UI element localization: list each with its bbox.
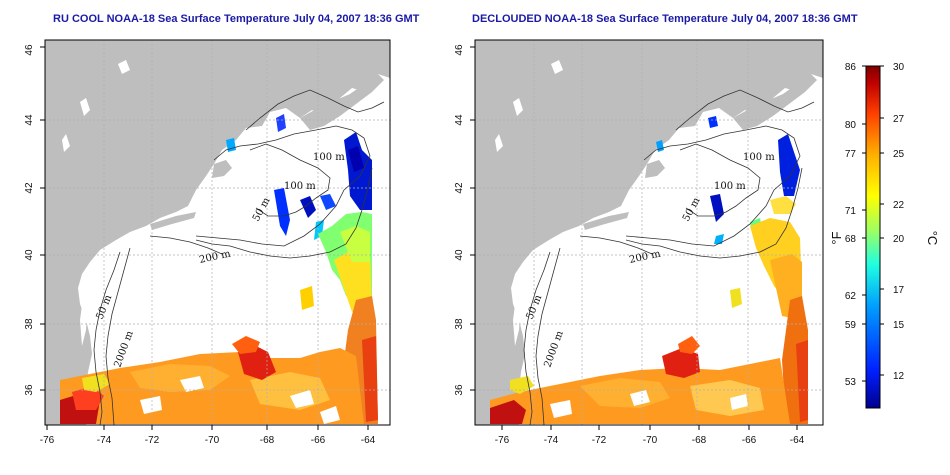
sst-map-declouded: DECLOUDED NOAA-18 Sea Surface Temperatur…: [454, 13, 858, 446]
land-long-island: [150, 212, 196, 230]
sst-patches: [60, 114, 378, 424]
x-tick-label: -76: [40, 435, 55, 446]
svg-text:2000 m: 2000 m: [112, 329, 136, 369]
c-tick-label: 12: [893, 371, 905, 382]
y-axis: 36 38 40 42 44 46: [24, 44, 45, 396]
delaware-bay: [94, 272, 100, 300]
x-axis: -76 -74 -72 -70 -68 -66 -64: [40, 425, 376, 446]
temperature-colorbar: 86 80 77 71 68 62 59 53 30 27 25 22 20 1…: [829, 62, 940, 409]
y-tick-label: 38: [24, 318, 35, 330]
fahrenheit-unit-label: °F: [829, 231, 844, 244]
svg-text:100 m: 100 m: [743, 152, 775, 163]
map-frame: [44, 39, 391, 426]
f-tick-label: 53: [845, 377, 857, 388]
y-tick-label: 40: [24, 249, 35, 261]
land-long-island: [583, 212, 629, 230]
x-tick-label: -68: [692, 435, 707, 446]
x-axis: -76 -74 -72 -70 -68 -66 -64: [495, 425, 805, 446]
f-tick-label: 62: [845, 291, 857, 302]
x-tick-label: -64: [790, 435, 805, 446]
y-tick-label: 44: [24, 114, 35, 126]
x-tick-label: -66: [311, 435, 326, 446]
lake: [62, 134, 70, 152]
chesapeake-bay: [80, 290, 88, 346]
fahrenheit-ticks: 86 80 77 71 68 62 59 53: [845, 62, 857, 388]
svg-text:200 m: 200 m: [628, 248, 662, 265]
sst-patches: [490, 116, 808, 424]
svg-text:100 m: 100 m: [284, 181, 316, 192]
colorbar-gradient: [865, 65, 881, 409]
x-tick-label: -72: [592, 435, 607, 446]
x-tick-label: -68: [260, 435, 275, 446]
svg-text:100 m: 100 m: [714, 181, 746, 192]
x-tick-label: -74: [544, 435, 559, 446]
svg-text:2000 m: 2000 m: [542, 329, 566, 369]
land-nova-scotia: [733, 74, 817, 130]
c-tick-label: 22: [893, 200, 905, 211]
land-mainland: [45, 40, 390, 425]
c-tick-label: 15: [893, 320, 905, 331]
land-cape-cod: [645, 160, 665, 178]
y-tick-label: 46: [24, 44, 35, 56]
c-tick-label: 27: [893, 114, 905, 125]
f-tick-label: 71: [845, 206, 857, 217]
c-tick-label: 30: [893, 62, 905, 73]
y-tick-label: 38: [454, 318, 465, 330]
f-tick-label: 59: [845, 320, 857, 331]
x-tick-label: -70: [205, 435, 220, 446]
f-tick-label: 68: [845, 234, 857, 245]
grid: [475, 40, 823, 425]
y-tick-label: 42: [454, 182, 465, 194]
land-nova-scotia: [300, 74, 384, 130]
c-tick-label: 25: [893, 149, 905, 160]
f-tick-label: 86: [845, 62, 857, 73]
svg-text:50 m: 50 m: [251, 195, 273, 223]
svg-text:200 m: 200 m: [198, 248, 232, 265]
map-frame: [474, 39, 824, 426]
x-tick-label: -74: [97, 435, 112, 446]
map-title: DECLOUDED NOAA-18 Sea Surface Temperatur…: [472, 13, 858, 25]
svg-text:100 m: 100 m: [313, 152, 345, 163]
c-tick-label: 20: [893, 234, 905, 245]
lake: [80, 98, 90, 116]
x-tick-label: -70: [643, 435, 658, 446]
y-tick-label: 36: [24, 384, 35, 396]
x-tick-label: -64: [361, 435, 376, 446]
x-tick-label: -72: [145, 435, 160, 446]
svg-text:50 m: 50 m: [681, 195, 703, 223]
grid: [45, 40, 390, 425]
celsius-ticks: 30 27 25 22 20 17 15 12: [893, 62, 905, 382]
lake: [118, 60, 130, 74]
f-tick-label: 77: [845, 149, 857, 160]
y-tick-label: 36: [454, 384, 465, 396]
f-tick-label: 80: [845, 120, 857, 131]
celsius-unit-label: °C: [925, 231, 940, 246]
land-mainland: [475, 40, 823, 425]
y-axis: 36 38 40 42 44 46: [454, 44, 475, 396]
x-tick-label: -66: [742, 435, 757, 446]
bathymetry-contours: [93, 89, 385, 425]
y-tick-label: 44: [454, 114, 465, 126]
x-tick-label: -76: [495, 435, 510, 446]
land-cape-cod: [212, 160, 232, 178]
c-tick-label: 17: [893, 285, 905, 296]
bathymetry-contours: [523, 89, 815, 425]
y-tick-label: 46: [454, 44, 465, 56]
y-tick-label: 42: [24, 182, 35, 194]
map-title: RU COOL NOAA-18 Sea Surface Temperature …: [53, 13, 420, 25]
y-tick-label: 40: [454, 249, 465, 261]
sst-map-raw: RU COOL NOAA-18 Sea Surface Temperature …: [24, 13, 420, 446]
